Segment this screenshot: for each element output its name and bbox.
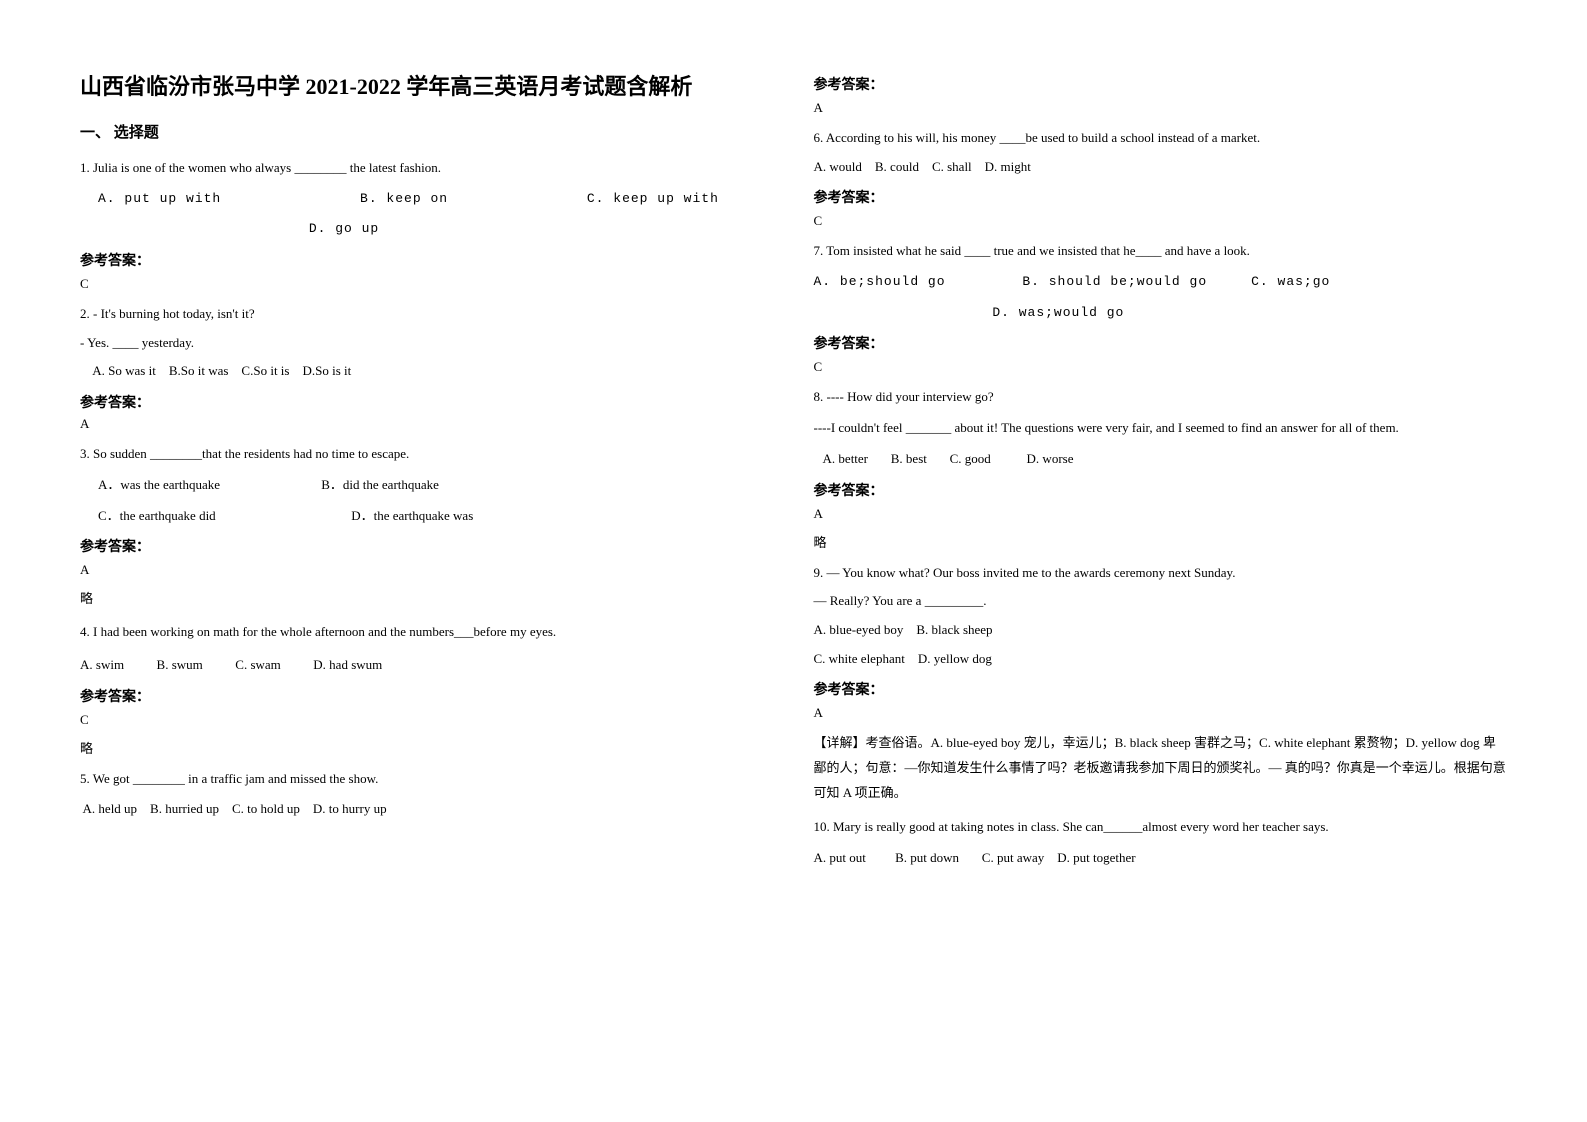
q9-stem1: 9. — You know what? Our boss invited me … <box>814 561 1508 586</box>
q7-optD: D. was;would go <box>992 305 1124 320</box>
left-column: 山西省临汾市张马中学 2021-2022 学年高三英语月考试题含解析 一、 选择… <box>60 70 794 1052</box>
question-5: 5. We got ________ in a traffic jam and … <box>80 767 774 822</box>
right-column: 参考答案： A 6. According to his will, his mo… <box>794 70 1528 1052</box>
q4-stem: 4. I had been working on math for the wh… <box>80 617 774 647</box>
q3-optC: C．the earthquake did <box>98 504 348 529</box>
q9-optsB: C. white elephant D. yellow dog <box>814 647 1508 672</box>
q5-options: A. held up B. hurried up C. to hold up D… <box>80 797 774 822</box>
q4-answer: C <box>80 712 774 728</box>
answer-label: 参考答案： <box>814 333 1508 353</box>
q9-explain: 【详解】考查俗语。A. blue-eyed boy 宠儿，幸运儿；B. blac… <box>814 731 1508 805</box>
q10-options: A. put out B. put down C. put away D. pu… <box>814 846 1508 871</box>
q9-answer: A <box>814 705 1508 721</box>
q3-optD: D．the earthquake was <box>351 508 473 523</box>
answer-label: 参考答案： <box>80 392 774 412</box>
q4-omit: 略 <box>80 738 774 757</box>
q2-answer: A <box>80 416 774 432</box>
answer-label: 参考答案： <box>80 250 774 270</box>
answer-label: 参考答案： <box>80 686 774 706</box>
q7-answer: C <box>814 359 1508 375</box>
q3-stem: 3. So sudden ________that the residents … <box>80 442 774 467</box>
q3-optB: B．did the earthquake <box>321 477 439 492</box>
q10-stem: 10. Mary is really good at taking notes … <box>814 815 1508 840</box>
question-1: 1. Julia is one of the women who always … <box>80 156 774 292</box>
question-10: 10. Mary is really good at taking notes … <box>814 815 1508 870</box>
q1-answer: C <box>80 276 774 292</box>
q5-answer: A <box>814 100 1508 116</box>
q3-omit: 略 <box>80 588 774 607</box>
q2-stem2: - Yes. ____ yesterday. <box>80 331 774 356</box>
q8-options: A. better B. best C. good D. worse <box>814 447 1508 472</box>
q6-options: A. would B. could C. shall D. might <box>814 155 1508 180</box>
question-6: 6. According to his will, his money ____… <box>814 126 1508 229</box>
q7-optB: B. should be;would go <box>1022 270 1242 295</box>
q1-optC: C. keep up with <box>587 191 719 206</box>
answer-label: 参考答案： <box>814 74 1508 94</box>
question-9: 9. — You know what? Our boss invited me … <box>814 561 1508 806</box>
q1-options-2: D. go up <box>80 217 774 242</box>
q8-answer: A <box>814 506 1508 522</box>
question-2: 2. - It's burning hot today, isn't it? -… <box>80 302 774 432</box>
q6-stem: 6. According to his will, his money ____… <box>814 126 1508 151</box>
answer-label: 参考答案： <box>814 187 1508 207</box>
q9-stem2: — Really? You are a _________. <box>814 589 1508 614</box>
q8-stem2: ----I couldn't feel _______ about it! Th… <box>814 416 1508 441</box>
answer-label: 参考答案： <box>814 480 1508 500</box>
answer-label: 参考答案： <box>80 536 774 556</box>
q1-stem: 1. Julia is one of the women who always … <box>80 156 774 181</box>
q4-options: A. swim B. swum C. swam D. had swum <box>80 653 774 678</box>
q7-optC: C. was;go <box>1251 274 1330 289</box>
q1-optD: D. go up <box>309 221 379 236</box>
q3-answer: A <box>80 562 774 578</box>
q7-options-row1: A. be;should go B. should be;would go C.… <box>814 270 1508 295</box>
q1-optB: B. keep on <box>360 187 448 212</box>
document-title: 山西省临汾市张马中学 2021-2022 学年高三英语月考试题含解析 <box>80 70 774 103</box>
q1-options: A. put up with B. keep on C. keep up wit… <box>80 187 774 212</box>
q8-stem1: 8. ---- How did your interview go? <box>814 385 1508 410</box>
question-4: 4. I had been working on math for the wh… <box>80 617 774 757</box>
q7-stem: 7. Tom insisted what he said ____ true a… <box>814 239 1508 264</box>
q7-options-row2: D. was;would go <box>814 301 1508 326</box>
answer-label: 参考答案： <box>814 679 1508 699</box>
q7-optA: A. be;should go <box>814 270 1014 295</box>
q3-optA: A．was the earthquake <box>98 473 318 498</box>
q2-stem1: 2. - It's burning hot today, isn't it? <box>80 302 774 327</box>
section-header: 一、 选择题 <box>80 121 774 142</box>
question-8: 8. ---- How did your interview go? ----I… <box>814 385 1508 550</box>
q8-omit: 略 <box>814 532 1508 551</box>
q3-options-row1: A．was the earthquake B．did the earthquak… <box>80 473 774 498</box>
question-3: 3. So sudden ________that the residents … <box>80 442 774 607</box>
q2-options: A. So was it B.So it was C.So it is D.So… <box>80 359 774 384</box>
question-7: 7. Tom insisted what he said ____ true a… <box>814 239 1508 375</box>
q9-optsA: A. blue-eyed boy B. black sheep <box>814 618 1508 643</box>
q3-options-row2: C．the earthquake did D．the earthquake wa… <box>80 504 774 529</box>
q1-optA: A. put up with <box>80 187 221 212</box>
q5-stem: 5. We got ________ in a traffic jam and … <box>80 767 774 792</box>
q6-answer: C <box>814 213 1508 229</box>
